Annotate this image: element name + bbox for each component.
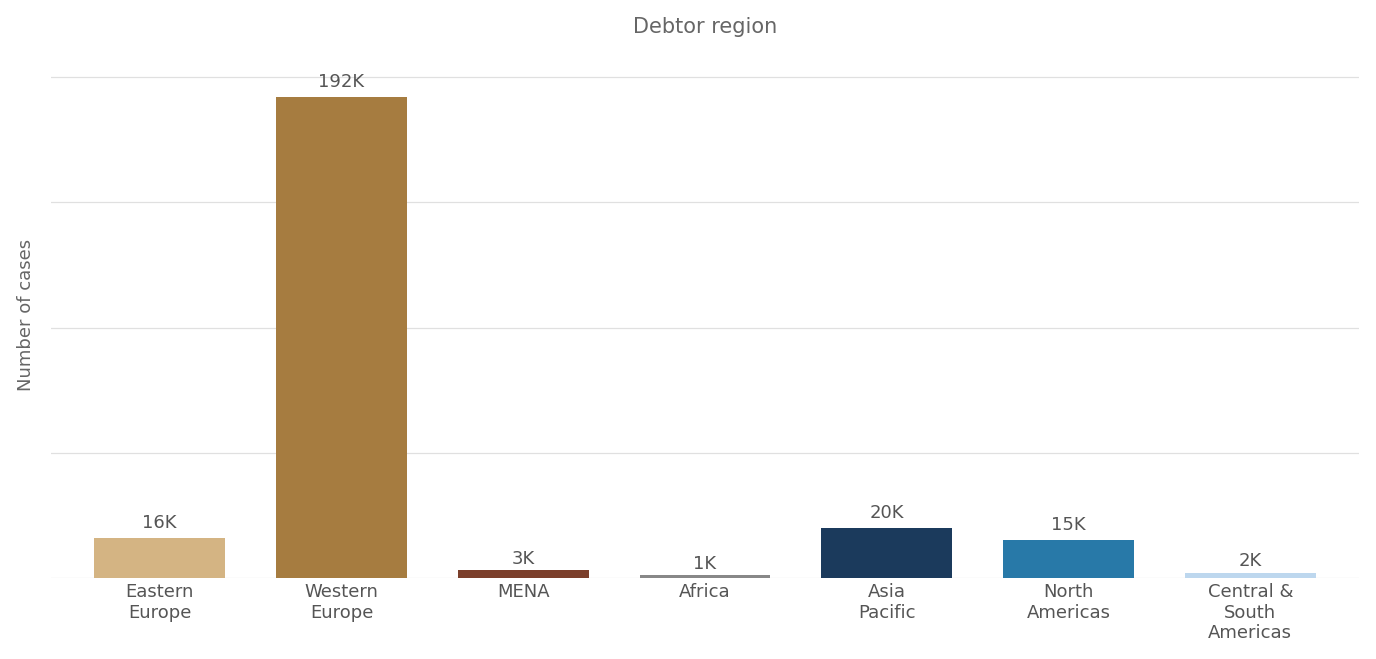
Text: 16K: 16K (143, 513, 178, 532)
Text: 192K: 192K (318, 73, 365, 91)
Text: 2K: 2K (1238, 552, 1262, 570)
Bar (277, 97, 407, 578)
Bar (458, 570, 589, 578)
Text: 1K: 1K (694, 555, 717, 573)
Bar (640, 575, 771, 578)
Y-axis label: Number of cases: Number of cases (17, 239, 34, 391)
Bar (95, 538, 226, 578)
Text: 15K: 15K (1051, 516, 1086, 534)
Bar (1185, 573, 1315, 578)
Bar (821, 528, 952, 578)
Text: 20K: 20K (870, 503, 904, 521)
Text: 3K: 3K (512, 550, 535, 568)
Bar (1003, 540, 1134, 578)
Title: Debtor region: Debtor region (633, 16, 777, 37)
